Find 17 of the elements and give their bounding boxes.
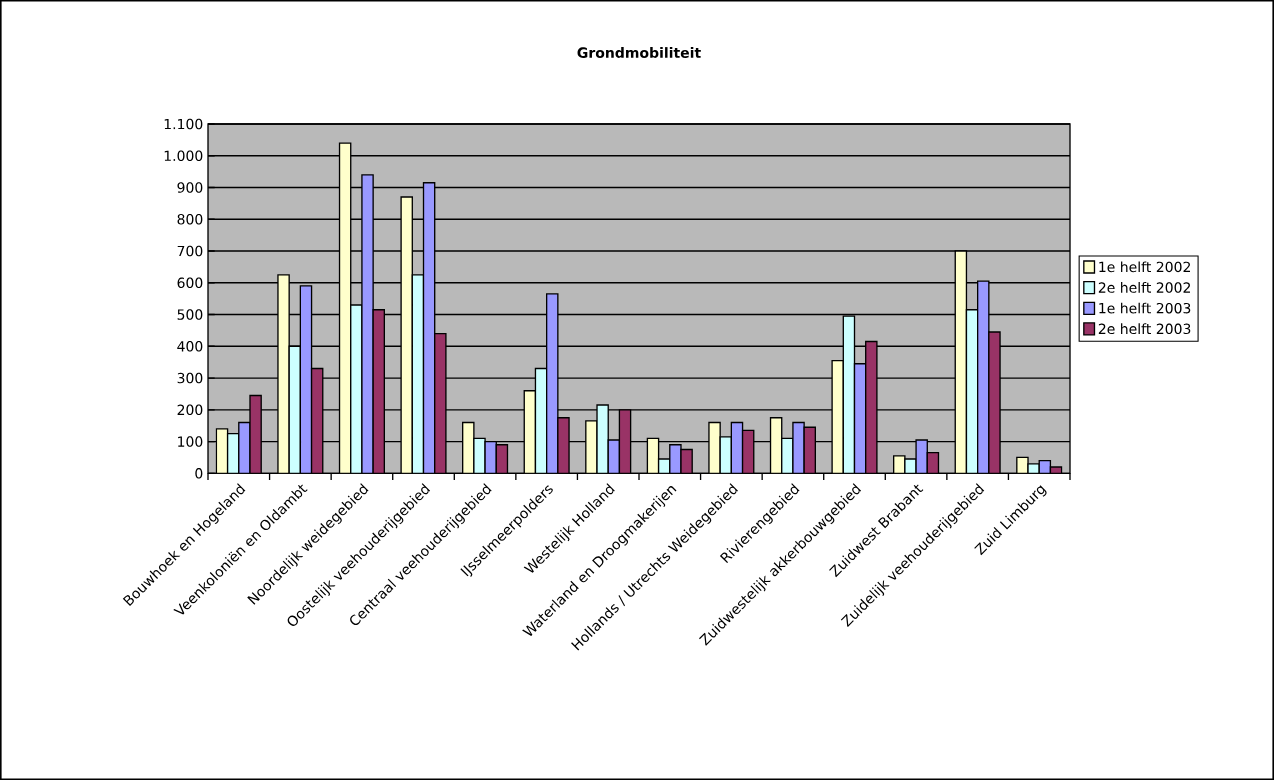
legend-label: 2e helft 2003 (1098, 323, 1191, 335)
y-tick-label: 500 (177, 309, 203, 320)
y-tick-label: 900 (177, 182, 203, 193)
legend-label: 1e helft 2003 (1099, 302, 1191, 314)
y-tick-label: 700 (177, 245, 203, 257)
legend-label: 1e helft 2002 (1099, 261, 1190, 273)
y-tick-label: 1.000 (164, 150, 203, 162)
y-tick-label: 800 (177, 213, 203, 225)
legend-label: 2e helft 2002 (1098, 282, 1190, 293)
y-tick-label: 300 (177, 372, 203, 384)
y-tick-label: 600 (177, 277, 203, 289)
y-tick-label: 1.100 (164, 118, 203, 130)
y-tick-label: 200 (177, 404, 203, 416)
y-tick-label: 400 (177, 340, 203, 352)
y-tick-label: 0 (195, 468, 203, 479)
y-tick-label: 100 (178, 436, 203, 447)
chart-title: Grondmobiliteit (577, 47, 701, 58)
